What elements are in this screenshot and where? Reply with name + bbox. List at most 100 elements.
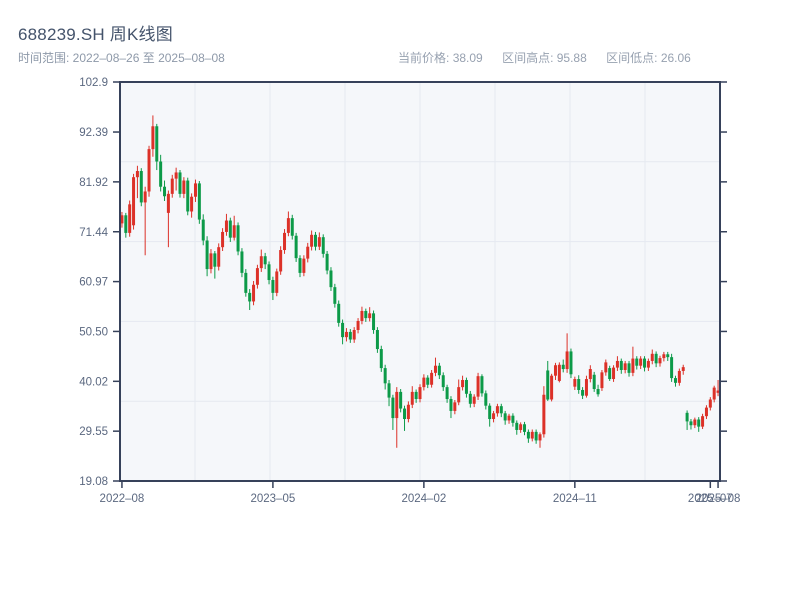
candle-body: [461, 379, 465, 388]
candle-body: [178, 172, 182, 194]
candle-body: [592, 374, 596, 390]
candle-body: [236, 225, 240, 252]
candle-body: [209, 253, 213, 270]
candle-body: [190, 196, 194, 212]
candle-body: [704, 407, 708, 417]
candle-body: [372, 313, 376, 331]
candle-body: [584, 379, 588, 396]
candle-body: [557, 364, 561, 381]
candle-body: [166, 193, 170, 213]
current-price-value: 38.09: [452, 51, 483, 65]
candle-body: [615, 360, 619, 368]
candle-body: [240, 251, 244, 273]
candle-body: [286, 218, 290, 233]
candle-body: [275, 271, 279, 293]
candle-body: [193, 183, 197, 197]
candle-body: [577, 379, 581, 390]
candle-body: [317, 237, 321, 247]
candle-body: [228, 220, 232, 238]
page-title: 688239.SH 周K线图: [18, 25, 173, 44]
candle-body: [279, 250, 283, 272]
candle-body: [511, 415, 515, 423]
candle-body: [650, 353, 654, 361]
candle-body: [457, 387, 461, 403]
x-tick-label: 2025–08: [696, 493, 741, 505]
candle-body: [344, 331, 348, 338]
candle-body: [418, 387, 422, 400]
candle-body: [433, 365, 437, 373]
candle-body: [708, 399, 712, 408]
candle-body: [306, 246, 310, 259]
range-high-value: 95.88: [556, 51, 587, 65]
candle-body: [124, 215, 128, 233]
candle-body: [639, 358, 643, 366]
candle-body: [120, 215, 124, 224]
candle-body: [143, 191, 147, 203]
candle-body: [155, 126, 159, 162]
candle-body: [159, 161, 163, 187]
candle-body: [333, 287, 337, 304]
candle-body: [356, 320, 360, 330]
candle-body: [596, 389, 600, 395]
candle-body: [677, 370, 681, 383]
candle-body: [379, 349, 383, 369]
candle-body: [430, 372, 434, 385]
candle-body: [174, 172, 178, 179]
candle-body: [422, 377, 426, 388]
range-high-stat: 区间高点95.88: [502, 51, 587, 65]
candle-body: [364, 310, 368, 319]
x-tick-label: 2025–07: [688, 493, 733, 505]
candle-body: [387, 383, 391, 398]
candle-body: [550, 375, 554, 400]
candle-body: [441, 375, 445, 388]
candle-body: [329, 270, 333, 288]
candle-body: [197, 183, 201, 220]
candle-body: [437, 365, 441, 376]
y-tick-label: 40.02: [79, 376, 108, 388]
candle-body: [224, 220, 228, 232]
y-tick-label: 71.44: [79, 227, 108, 239]
candle-body: [492, 413, 496, 420]
candle-body: [132, 177, 136, 226]
candle-body: [565, 351, 569, 370]
candle-body: [526, 431, 530, 439]
candle-body: [693, 419, 697, 426]
candle-body: [217, 247, 221, 267]
candle-body: [608, 368, 612, 380]
y-tick-label: 92.39: [79, 127, 108, 139]
y-tick-label: 81.92: [79, 177, 108, 189]
candle-body: [403, 408, 407, 420]
candle-body: [259, 256, 263, 269]
candle-body: [627, 363, 631, 373]
candle-body: [507, 415, 511, 421]
candle-body: [553, 365, 557, 376]
y-tick-label: 29.55: [79, 426, 108, 438]
candle-body: [503, 413, 507, 421]
candle-body: [464, 379, 468, 394]
candle-body: [310, 234, 314, 247]
candle-body: [484, 393, 488, 406]
candle-body: [337, 303, 341, 323]
candle-body: [267, 264, 271, 281]
candle-body: [294, 235, 298, 259]
candle-body: [681, 367, 685, 371]
candle-body: [170, 178, 174, 194]
candle-body: [186, 180, 190, 212]
candle-body: [662, 354, 666, 359]
x-tick-label: 2024–11: [553, 493, 597, 505]
candle-body: [534, 431, 538, 441]
x-tick-label: 2023–05: [251, 493, 296, 505]
candle-body: [325, 253, 329, 271]
candle-body: [302, 258, 306, 273]
candle-body: [519, 424, 523, 430]
candle-body: [128, 204, 132, 233]
candle-body: [701, 416, 705, 427]
candle-body: [348, 331, 352, 340]
candle-body: [375, 330, 379, 350]
y-tick-label: 19.08: [79, 476, 108, 488]
candle-body: [205, 240, 209, 270]
candle-body: [488, 405, 492, 420]
candle-body: [530, 431, 534, 439]
candle-body: [248, 292, 252, 302]
